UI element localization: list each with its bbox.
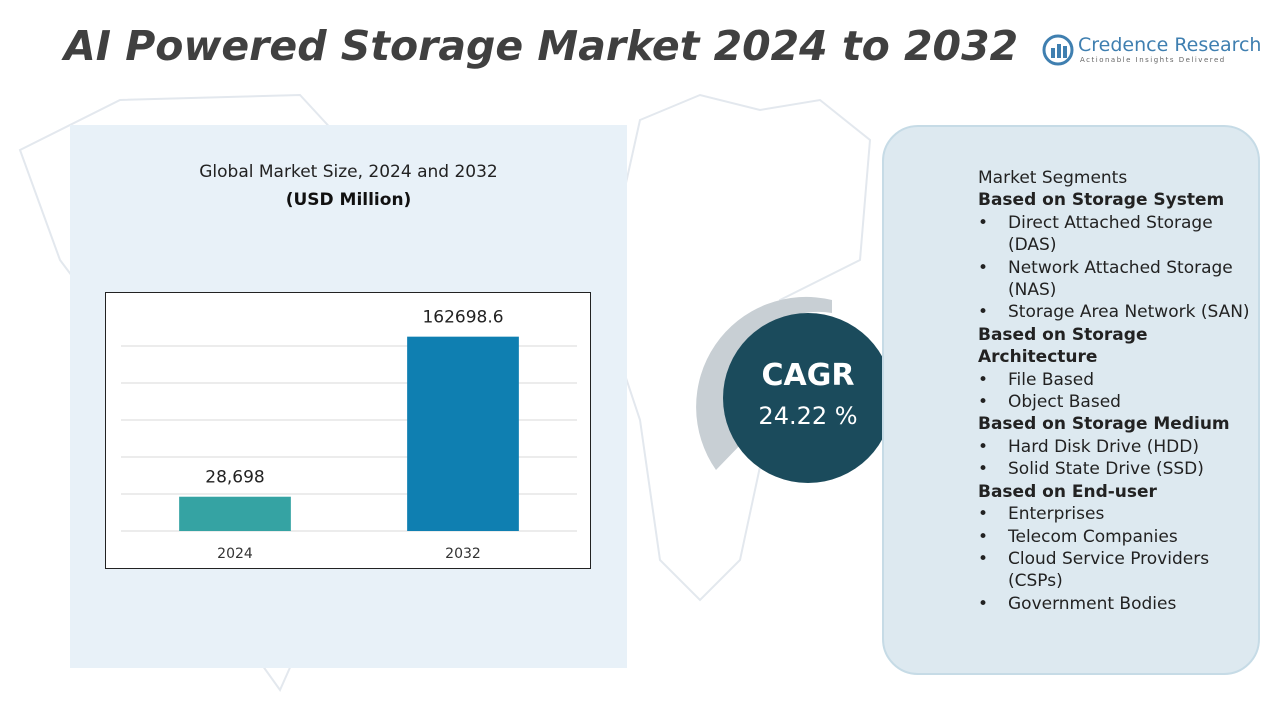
- chart: 2024 28,698 2032 162698.6: [105, 292, 591, 569]
- x-tick-label: 2032: [445, 546, 481, 562]
- bar: [407, 336, 519, 531]
- value-label: 162698.6: [422, 308, 503, 328]
- segment-item: Solid State Drive (SSD): [978, 458, 1258, 481]
- x-tick-label: 2024: [217, 546, 253, 562]
- segments: Market Segments Based on Storage SystemD…: [978, 167, 1258, 616]
- segment-item: Cloud Service Providers (CSPs): [978, 548, 1258, 593]
- segment-item: Network Attached Storage (NAS): [978, 257, 1258, 302]
- segment-item: Hard Disk Drive (HDD): [978, 436, 1258, 459]
- title: AI Powered Storage Market 2024 to 2032: [64, 22, 1019, 70]
- segment-item: Object Based: [978, 391, 1258, 414]
- segment-item: Telecom Companies: [978, 526, 1258, 549]
- segment-item: Storage Area Network (SAN): [978, 301, 1258, 324]
- segment-heading: Based on Storage Architecture: [978, 324, 1148, 368]
- value-label: 28,698: [205, 468, 264, 488]
- bar: [179, 496, 291, 531]
- segment-heading: Based on End-user: [978, 481, 1157, 502]
- segment-heading: Based on Storage Medium: [978, 414, 1230, 435]
- logo-name: Credence Research: [1078, 34, 1262, 56]
- logo-tagline: Actionable Insights Delivered: [1080, 56, 1226, 64]
- segment-item: Government Bodies: [978, 593, 1258, 616]
- segment-item: File Based: [978, 369, 1258, 392]
- cagr-value: 24.22 %: [758, 402, 858, 430]
- cagr-label: CAGR: [761, 358, 855, 393]
- chart-subtitle: (USD Million): [285, 190, 412, 210]
- segments-title: Market Segments: [978, 168, 1128, 188]
- logo-icon: [1042, 34, 1074, 66]
- chart-title: Global Market Size, 2024 and 2032: [199, 162, 498, 182]
- segment-heading: Based on Storage System: [978, 190, 1225, 211]
- segment-item: Direct Attached Storage (DAS): [978, 212, 1258, 257]
- segment-item: Enterprises: [978, 503, 1258, 526]
